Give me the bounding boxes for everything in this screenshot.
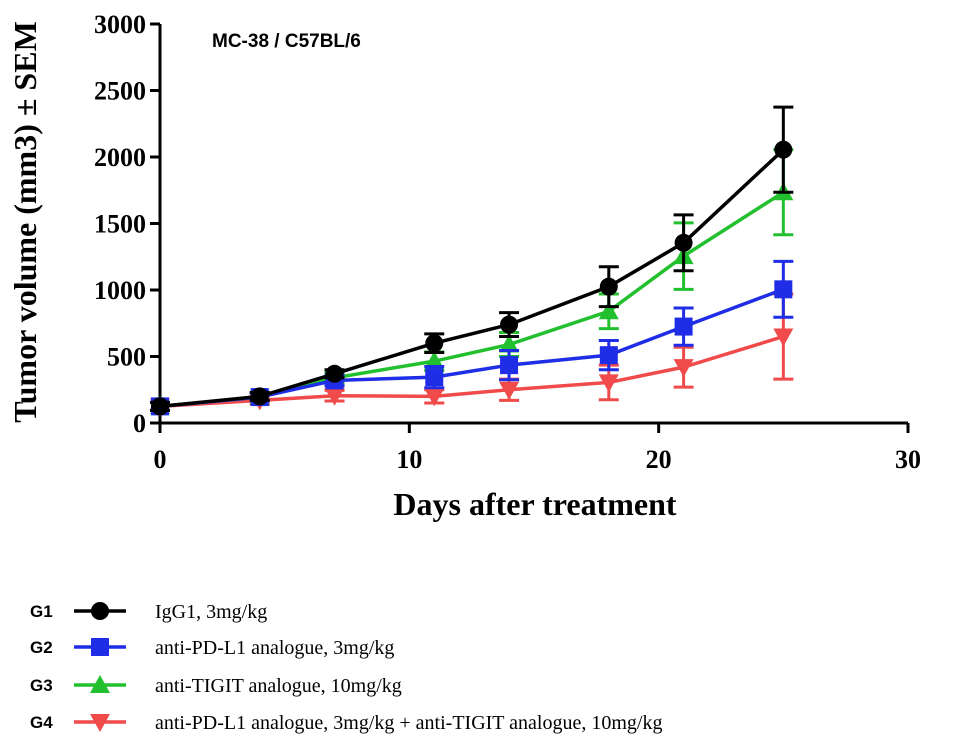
- legend-marker: [90, 675, 110, 693]
- series-line: [159, 334, 784, 409]
- data-point: [324, 387, 345, 406]
- series-g1: [150, 105, 794, 416]
- legend-label: anti-TIGIT analogue, 10mg/kg: [155, 675, 402, 697]
- x-tick-label: 0: [154, 445, 167, 474]
- x-tick-label: 10: [396, 445, 422, 474]
- series-line: [159, 148, 785, 409]
- data-point: [599, 277, 618, 296]
- legend-item-g2: G2 anti-PD-L1 analogue, 3mg/kg: [30, 637, 394, 659]
- y-tick-label: 1500: [94, 210, 146, 239]
- data-point: [599, 346, 618, 365]
- y-tick-label: 2500: [94, 77, 146, 106]
- y-tick-label: 3000: [94, 10, 146, 39]
- legend-item-g1: G1 IgG1, 3mg/kg: [30, 601, 267, 623]
- data-point: [499, 381, 520, 400]
- data-point: [674, 233, 693, 252]
- legend-label: IgG1, 3mg/kg: [155, 601, 267, 623]
- series-line: [159, 190, 785, 409]
- y-tick-label: 0: [133, 409, 146, 438]
- data-point: [499, 334, 520, 353]
- legend-marker: [91, 638, 109, 656]
- series-g3: [150, 148, 794, 415]
- data-point: [674, 317, 693, 336]
- data-point: [500, 315, 519, 334]
- legend-group-label: G1: [30, 602, 53, 621]
- axes: 0 500 1000 1500 2000 2500 3000 0 10 20 30: [94, 10, 921, 474]
- data-point: [673, 359, 694, 378]
- data-point: [598, 301, 619, 320]
- data-point: [424, 351, 445, 370]
- legend-group-label: G4: [30, 713, 53, 732]
- legend-label: anti-PD-L1 analogue, 3mg/kg + anti-TIGIT…: [155, 712, 662, 734]
- data-point: [500, 356, 519, 375]
- legend-group-label: G2: [30, 638, 53, 657]
- data-point: [774, 140, 793, 159]
- legend-label: anti-PD-L1 analogue, 3mg/kg: [155, 637, 394, 659]
- data-point: [424, 388, 445, 407]
- data-point: [425, 334, 444, 353]
- legend-item-g4: G4 anti-PD-L1 analogue, 3mg/kg + anti-TIG…: [30, 712, 662, 734]
- data-point: [325, 364, 344, 383]
- x-tick-label: 30: [895, 445, 921, 474]
- y-tick-label: 1000: [94, 276, 146, 305]
- legend-marker: [90, 714, 110, 732]
- chart-annotation: MC-38 / C57BL/6: [212, 31, 361, 52]
- legend: G1 IgG1, 3mg/kg G2 anti-PD-L1 analogue, 3mg…: [30, 601, 662, 734]
- data-point: [151, 397, 169, 416]
- x-tick-label: 20: [646, 445, 672, 474]
- data-point: [425, 368, 444, 387]
- legend-group-label: G3: [30, 676, 53, 695]
- x-axis-title: Days after treatment: [393, 486, 677, 522]
- y-tick-label: 2000: [94, 143, 146, 172]
- series-layer: [150, 105, 794, 417]
- y-axis-title: Tumor volume (mm3) ± SEM: [7, 21, 43, 423]
- data-point: [598, 374, 619, 393]
- data-point: [250, 387, 269, 406]
- y-tick-label: 500: [107, 343, 146, 372]
- data-point: [773, 328, 794, 347]
- legend-item-g3: G3 anti-TIGIT analogue, 10mg/kg: [30, 675, 402, 697]
- legend-marker: [91, 602, 109, 620]
- data-point: [774, 280, 793, 299]
